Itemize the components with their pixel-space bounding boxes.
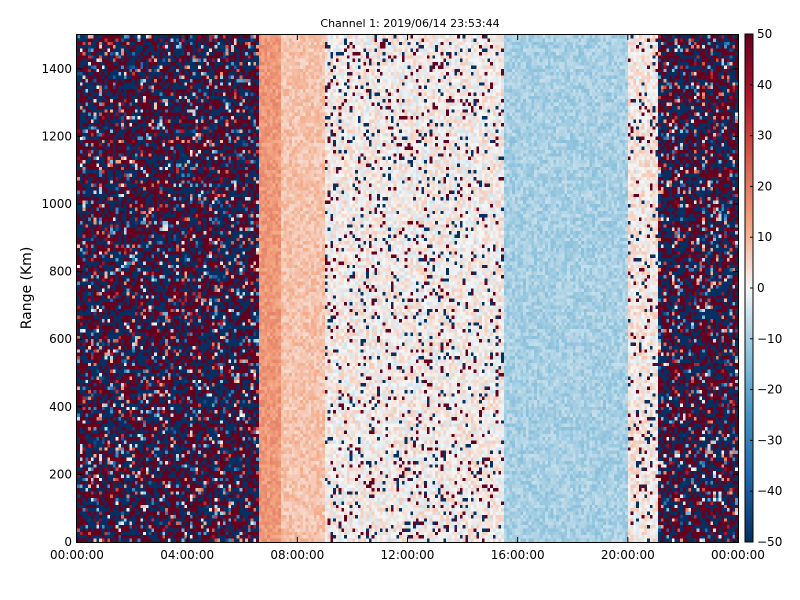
colorbar-tick-label: 40 <box>757 78 772 92</box>
colorbar-tick-label: −20 <box>757 383 782 397</box>
x-axis: 00:00:00 04:00:00 08:00:00 12:00:00 16:00:00… <box>50 35 765 562</box>
heatmap-image <box>77 35 738 542</box>
y-tick-label: 1400 <box>41 62 72 76</box>
colorbar-tick-label: −50 <box>757 535 782 549</box>
x-tick-label: 16:00:00 <box>491 548 545 562</box>
y-axis: 0 200 400 600 800 1000 1200 1400 <box>41 62 738 549</box>
y-tick-label: 800 <box>49 265 72 279</box>
y-axis-label: Range (Km) <box>19 247 35 330</box>
chart-title: Channel 1: 2019/06/14 23:53:44 <box>320 17 499 30</box>
plot-frame <box>76 34 739 543</box>
x-tick-label: 08:00:00 <box>270 548 324 562</box>
y-tick-label: 400 <box>49 400 72 414</box>
y-tick-label: 200 <box>49 467 72 481</box>
colorbar-axis: 50 40 30 20 10 0 −10 −20 −30 −40 −50 <box>750 27 782 549</box>
colorbar-tick-label: 30 <box>757 129 772 143</box>
x-tick-label: 12:00:00 <box>381 548 435 562</box>
y-tick-label: 1200 <box>41 129 72 143</box>
colorbar-tick-label: 50 <box>757 27 772 41</box>
colorbar-tick-label: −10 <box>757 332 782 346</box>
y-tick-label: 600 <box>49 332 72 346</box>
y-tick-label: 1000 <box>41 197 72 211</box>
x-tick-label: 00:00:00 <box>711 548 765 562</box>
colorbar-tick-label: 20 <box>757 179 772 193</box>
colorbar-tick-label: −30 <box>757 433 782 447</box>
x-tick-label: 20:00:00 <box>601 548 655 562</box>
x-tick-label: 04:00:00 <box>160 548 214 562</box>
colorbar-tick-label: 10 <box>757 230 772 244</box>
colorbar-tick-label: 0 <box>757 281 765 295</box>
y-tick-label: 0 <box>64 535 72 549</box>
x-tick-label: 00:00:00 <box>50 548 104 562</box>
colorbar-tick-label: −40 <box>757 484 782 498</box>
colorbar-gradient <box>745 34 753 542</box>
